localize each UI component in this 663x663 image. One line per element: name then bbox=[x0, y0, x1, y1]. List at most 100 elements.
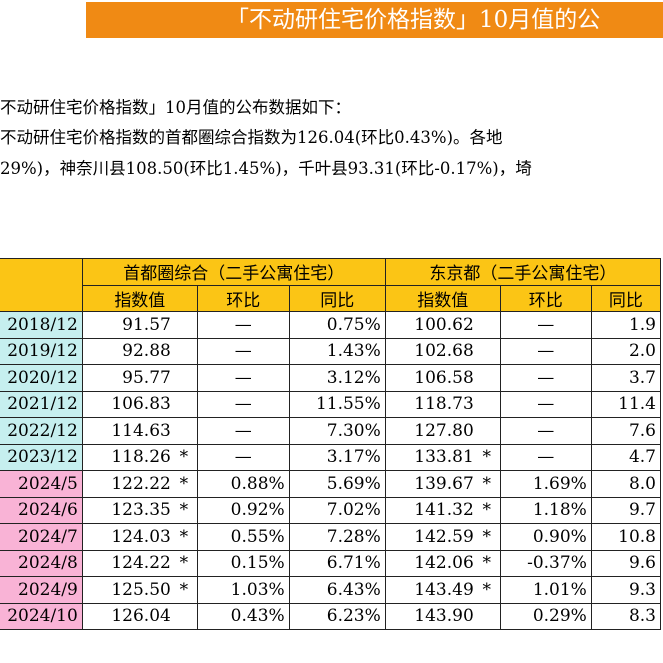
capital-yoy-cell: 5.69% bbox=[288, 470, 386, 498]
capital-index-cell: 118.26 * bbox=[81, 443, 198, 471]
tokyo-yoy-cell: 8.0 bbox=[590, 470, 662, 498]
sub-header-yoy: 同比 bbox=[590, 284, 662, 312]
tokyo-index-value: 141.32 bbox=[414, 500, 474, 521]
capital-yoy-cell: 0.75% bbox=[288, 311, 386, 339]
tokyo-mom-cell: 1.69% bbox=[499, 470, 592, 498]
tokyo-index-cell: 139.67 * bbox=[384, 470, 501, 498]
capital-mom-cell: — bbox=[196, 390, 290, 418]
capital-index-value: 92.88 bbox=[122, 341, 171, 362]
tokyo-mom-cell: — bbox=[499, 311, 592, 339]
period-cell: 2020/12 bbox=[0, 364, 83, 392]
capital-index-cell: 122.22 * bbox=[81, 470, 198, 498]
table-row: 2024/7 124.03 * 0.55% 7.28% 142.59 * 0.90% 10.8 bbox=[0, 523, 662, 551]
tokyo-index-value: 143.90 bbox=[414, 606, 474, 627]
capital-index-mark: * bbox=[179, 447, 189, 468]
tokyo-yoy-cell: 2.0 bbox=[590, 337, 662, 365]
table-row: 2022/12 114.63—7.30% 127.80—7.6 bbox=[0, 417, 662, 445]
tokyo-index-mark: * bbox=[482, 447, 492, 468]
table-row: 2019/12 92.88—1.43% 102.68—2.0 bbox=[0, 337, 662, 365]
sub-header-row: 指数值 环比 同比 指数值 环比 同比 bbox=[0, 284, 662, 312]
tokyo-mom-cell: 1.01% bbox=[499, 576, 592, 604]
period-cell: 2024/7 bbox=[0, 523, 83, 551]
sub-header-yoy: 同比 bbox=[288, 284, 386, 312]
tokyo-index-value: 139.67 bbox=[414, 473, 474, 494]
tokyo-index-cell: 143.90 bbox=[384, 602, 501, 630]
capital-index-value: 91.57 bbox=[122, 314, 171, 335]
capital-index-cell: 106.83 bbox=[81, 390, 198, 418]
capital-index-value: 124.22 bbox=[111, 553, 171, 574]
capital-mom-cell: — bbox=[196, 311, 290, 339]
tokyo-yoy-cell: 10.8 bbox=[590, 523, 662, 551]
tokyo-index-cell: 133.81 * bbox=[384, 443, 501, 471]
capital-mom-cell: 0.43% bbox=[196, 602, 290, 630]
capital-index-cell: 125.50 * bbox=[81, 576, 198, 604]
tokyo-yoy-cell: 8.3 bbox=[590, 602, 662, 630]
period-cell: 2018/12 bbox=[0, 311, 83, 339]
capital-yoy-cell: 11.55% bbox=[288, 390, 386, 418]
corner-cell bbox=[0, 258, 83, 312]
tokyo-index-value: 102.68 bbox=[414, 341, 474, 362]
tokyo-mom-cell: 0.29% bbox=[499, 602, 592, 630]
capital-index-cell: 124.03 * bbox=[81, 523, 198, 551]
group-header-row: 首都圈综合（二手公寓住宅） 东京都（二手公寓住宅） bbox=[0, 258, 662, 312]
price-index-table: 首都圈综合（二手公寓住宅） 东京都（二手公寓住宅） 指数值 环比 同比 指数值 … bbox=[0, 258, 662, 630]
sub-header-mom: 环比 bbox=[499, 284, 592, 312]
tokyo-index-value: 142.59 bbox=[414, 526, 474, 547]
tokyo-yoy-cell: 3.7 bbox=[590, 364, 662, 392]
period-cell: 2024/10 bbox=[0, 602, 83, 630]
capital-yoy-cell: 6.71% bbox=[288, 549, 386, 577]
capital-index-mark: * bbox=[179, 500, 189, 521]
capital-index-cell: 95.77 bbox=[81, 364, 198, 392]
period-cell: 2022/12 bbox=[0, 417, 83, 445]
tokyo-index-mark: * bbox=[482, 500, 492, 521]
tokyo-index-value: 100.62 bbox=[414, 314, 474, 335]
capital-index-mark: * bbox=[179, 473, 189, 494]
capital-yoy-cell: 6.23% bbox=[288, 602, 386, 630]
period-cell: 2024/5 bbox=[0, 470, 83, 498]
tokyo-yoy-cell: 4.7 bbox=[590, 443, 662, 471]
capital-yoy-cell: 3.17% bbox=[288, 443, 386, 471]
capital-index-value: 123.35 bbox=[111, 500, 171, 521]
tokyo-index-cell: 118.73 bbox=[384, 390, 501, 418]
period-cell: 2024/6 bbox=[0, 496, 83, 524]
tokyo-index-value: 106.58 bbox=[414, 367, 474, 388]
intro-line-2: 不动研住宅价格指数的首都圈综合指数为126.04(环比0.43%)。各地 bbox=[0, 128, 503, 147]
period-cell: 2024/8 bbox=[0, 549, 83, 577]
capital-index-value: 126.04 bbox=[111, 606, 171, 627]
capital-index-cell: 126.04 bbox=[81, 602, 198, 630]
tokyo-index-mark: * bbox=[482, 526, 492, 547]
tokyo-mom-cell: -0.37% bbox=[499, 549, 592, 577]
group-header-tokyo: 东京都（二手公寓住宅） bbox=[384, 258, 662, 286]
capital-mom-cell: — bbox=[196, 337, 290, 365]
capital-mom-cell: — bbox=[196, 364, 290, 392]
capital-mom-cell: — bbox=[196, 417, 290, 445]
capital-mom-cell: 0.92% bbox=[196, 496, 290, 524]
banner-title: 「不动研住宅价格指数」10月值的公 bbox=[226, 7, 601, 33]
tokyo-index-cell: 141.32 * bbox=[384, 496, 501, 524]
capital-index-value: 114.63 bbox=[111, 420, 171, 441]
table-row: 2024/8 124.22 * 0.15% 6.71% 142.06 * -0.37% 9.6 bbox=[0, 549, 662, 577]
capital-index-value: 122.22 bbox=[111, 473, 171, 494]
capital-index-cell: 92.88 bbox=[81, 337, 198, 365]
table-row: 2018/12 91.57—0.75% 100.62—1.9 bbox=[0, 311, 662, 339]
tokyo-index-cell: 142.59 * bbox=[384, 523, 501, 551]
tokyo-index-cell: 100.62 bbox=[384, 311, 501, 339]
capital-yoy-cell: 7.02% bbox=[288, 496, 386, 524]
sub-header-index: 指数值 bbox=[384, 284, 501, 312]
tokyo-index-value: 118.73 bbox=[414, 394, 474, 415]
sub-header-index: 指数值 bbox=[81, 284, 198, 312]
tokyo-yoy-cell: 9.3 bbox=[590, 576, 662, 604]
period-cell: 2023/12 bbox=[0, 443, 83, 471]
tokyo-index-cell: 142.06 * bbox=[384, 549, 501, 577]
title-banner: 「不动研住宅价格指数」10月值的公 bbox=[86, 2, 663, 38]
capital-mom-cell: 1.03% bbox=[196, 576, 290, 604]
capital-yoy-cell: 7.28% bbox=[288, 523, 386, 551]
capital-index-cell: 114.63 bbox=[81, 417, 198, 445]
group-header-capital: 首都圈综合（二手公寓住宅） bbox=[81, 258, 386, 286]
tokyo-index-value: 127.80 bbox=[414, 420, 474, 441]
tokyo-mom-cell: 0.90% bbox=[499, 523, 592, 551]
capital-yoy-cell: 7.30% bbox=[288, 417, 386, 445]
tokyo-index-value: 142.06 bbox=[414, 553, 474, 574]
tokyo-index-cell: 127.80 bbox=[384, 417, 501, 445]
capital-index-value: 118.26 bbox=[111, 447, 171, 468]
